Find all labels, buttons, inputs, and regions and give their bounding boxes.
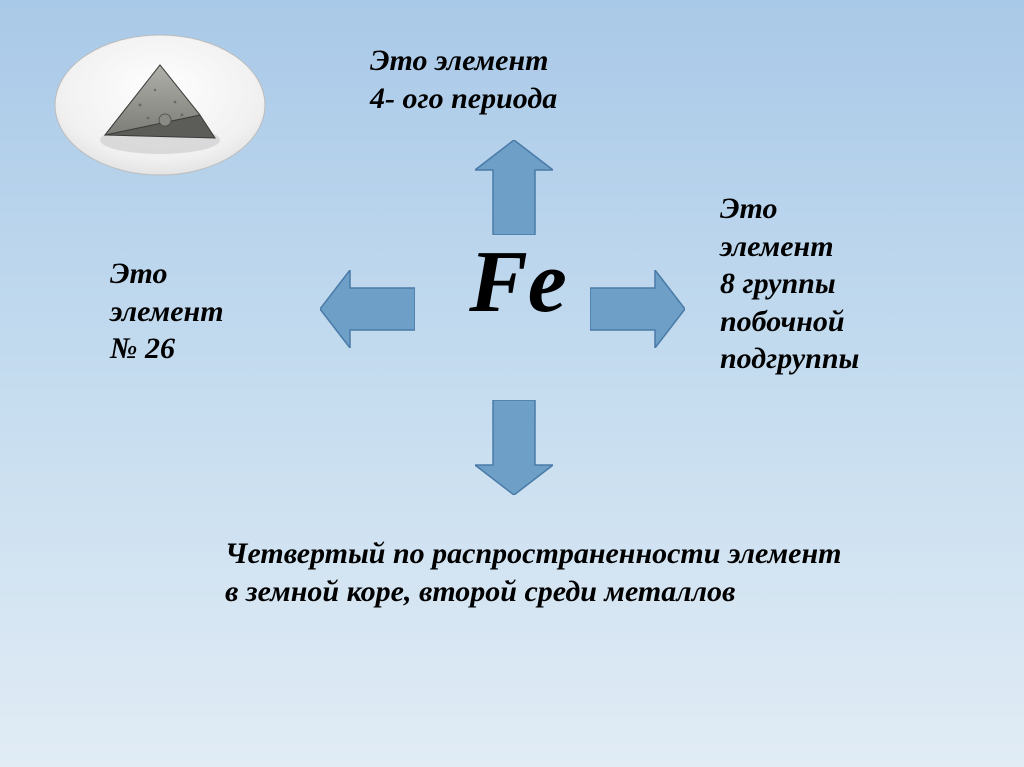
arrow-right-icon xyxy=(590,270,685,348)
element-symbol: Fe xyxy=(438,232,598,333)
slide-stage: Fe Это элемент 4- ого периода Это элемен… xyxy=(0,0,1024,767)
label-bottom: Четвертый по распространенности элемент … xyxy=(225,535,845,610)
label-left: Это элемент № 26 xyxy=(110,255,310,368)
mineral-svg xyxy=(50,20,270,180)
arrow-left-icon xyxy=(320,270,415,348)
arrow-up-icon xyxy=(475,140,553,235)
arrow-down-icon xyxy=(475,400,553,495)
mineral-photo xyxy=(50,20,270,180)
label-top: Это элемент 4- ого периода xyxy=(370,42,730,117)
label-right: Это элемент 8 группы побочной подгруппы xyxy=(720,190,1000,378)
